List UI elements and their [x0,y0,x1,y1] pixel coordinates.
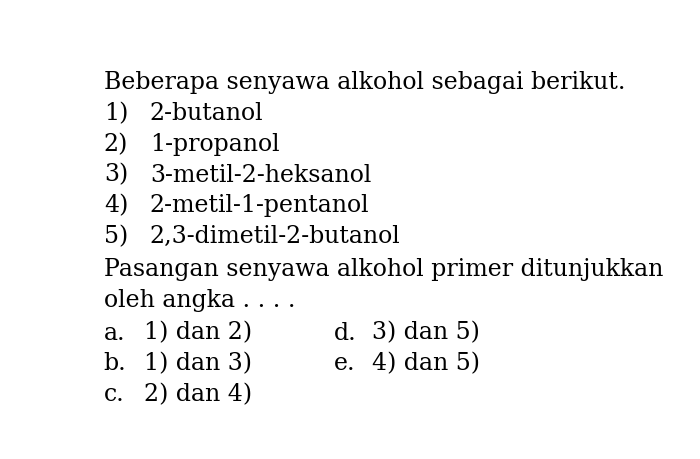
Text: d.: d. [335,321,357,344]
Text: 3) dan 5): 3) dan 5) [372,321,480,344]
Text: 2): 2) [104,133,128,156]
Text: 3): 3) [104,163,128,186]
Text: e.: e. [335,352,356,375]
Text: 3-metil-2-heksanol: 3-metil-2-heksanol [150,163,371,186]
Text: 2-butanol: 2-butanol [150,102,263,125]
Text: oleh angka . . . .: oleh angka . . . . [104,289,295,312]
Text: 1) dan 3): 1) dan 3) [144,352,253,375]
Text: 1-propanol: 1-propanol [150,133,279,156]
Text: 5): 5) [104,225,128,248]
Text: Beberapa senyawa alkohol sebagai berikut.: Beberapa senyawa alkohol sebagai berikut… [104,71,625,94]
Text: b.: b. [104,352,127,375]
Text: 2-metil-1-pentanol: 2-metil-1-pentanol [150,194,370,217]
Text: 4): 4) [104,194,128,217]
Text: 1) dan 2): 1) dan 2) [144,321,253,344]
Text: a.: a. [104,321,125,344]
Text: c.: c. [104,382,125,405]
Text: 4) dan 5): 4) dan 5) [372,352,480,375]
Text: 1): 1) [104,102,128,125]
Text: 2,3-dimetil-2-butanol: 2,3-dimetil-2-butanol [150,225,400,248]
Text: 2) dan 4): 2) dan 4) [144,382,253,405]
Text: Pasangan senyawa alkohol primer ditunjukkan: Pasangan senyawa alkohol primer ditunjuk… [104,258,663,281]
